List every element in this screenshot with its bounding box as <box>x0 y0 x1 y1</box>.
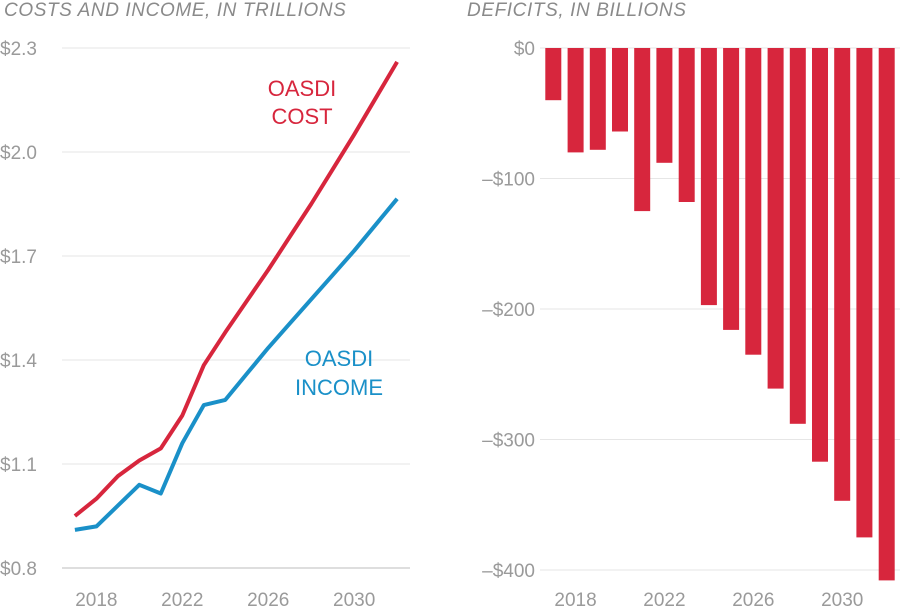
income-line <box>74 197 399 532</box>
deficit-bar <box>834 48 851 501</box>
x-tick-label: 2026 <box>732 590 774 608</box>
deficit-bar <box>612 48 628 132</box>
deficit-bar <box>567 48 584 153</box>
deficit-bar <box>723 48 740 330</box>
line-chart: $2.3 $2.0 $1.7 $1.4 $1.1 $0.8 2018 2022 2026 2030… <box>0 39 410 608</box>
x-tick-label: 2018 <box>554 590 596 608</box>
bar-chart: $0 –$100 –$200 –$300 –$400 2018 2022 2026 2030 <box>482 39 900 608</box>
y-tick-label: $0.8 <box>0 559 37 580</box>
right-chart-title: DEFICITS, IN BILLIONS <box>467 0 687 21</box>
deficit-bar <box>812 48 828 462</box>
deficit-bar <box>678 48 695 202</box>
y-tick-label: $1.1 <box>0 455 37 476</box>
y-tick-label: $2.3 <box>0 39 37 60</box>
deficit-bar <box>767 48 784 389</box>
y-tick-label: –$300 <box>482 431 535 452</box>
deficit-bar <box>878 48 895 581</box>
y-tick-label: –$400 <box>482 561 535 582</box>
deficit-bar <box>656 48 673 163</box>
deficit-bar <box>700 48 717 306</box>
x-tick-label: 2018 <box>75 590 117 608</box>
y-tick-label: –$200 <box>482 300 535 321</box>
left-chart-title: COSTS AND INCOME, IN TRILLIONS <box>4 0 347 21</box>
y-tick-label: $2.0 <box>0 143 37 164</box>
income-series-label: INCOME <box>295 375 383 400</box>
deficit-bar <box>545 48 562 101</box>
x-tick-label: 2030 <box>333 590 375 608</box>
deficit-bar <box>634 48 651 212</box>
y-tick-label: $1.4 <box>0 351 37 372</box>
deficit-bar <box>789 48 806 424</box>
x-tick-label: 2026 <box>247 590 289 608</box>
cost-series-label: COST <box>271 104 332 129</box>
y-tick-label: –$100 <box>482 170 535 191</box>
income-series-label: OASDI <box>305 346 373 371</box>
y-tick-label: $0 <box>514 39 535 60</box>
x-tick-label: 2030 <box>821 590 863 608</box>
deficit-bar <box>745 48 762 355</box>
cost-line <box>73 60 399 518</box>
y-tick-label: $1.7 <box>0 247 37 268</box>
deficit-bar <box>856 48 873 538</box>
x-tick-label: 2022 <box>643 590 685 608</box>
x-tick-label: 2022 <box>161 590 203 608</box>
deficit-bar <box>589 48 606 150</box>
cost-series-label: OASDI <box>268 76 336 101</box>
